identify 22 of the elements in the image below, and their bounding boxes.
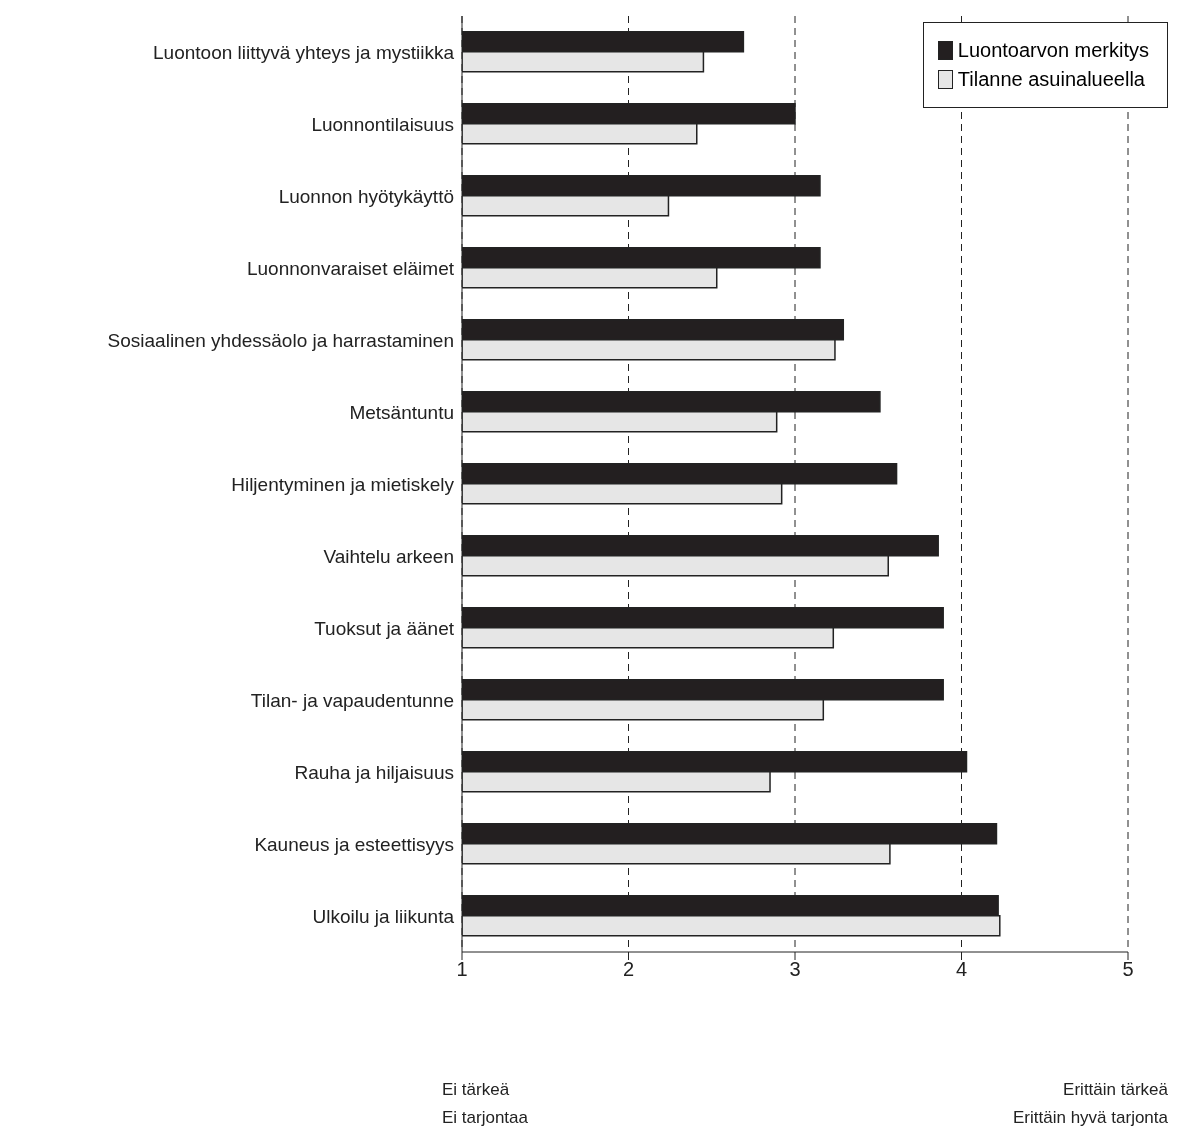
legend-label: Luontoarvon merkitys — [957, 39, 1149, 62]
y-tick-label: Luontoon liittyvä yhteys ja mystiikka — [153, 41, 455, 63]
y-tick-label: Hiljentyminen ja mietiskely — [231, 473, 455, 495]
y-tick-label: Sosiaalinen yhdessäolo ja harrastaminen — [107, 329, 454, 351]
y-tick-label: Tilan- ja vapaudentunne — [250, 689, 454, 711]
x-tick-label: 1 — [456, 958, 468, 981]
y-tick-label: Tuoksut ja äänet — [314, 617, 455, 639]
text: Ei tärkeä Ei tarjontaa — [442, 1079, 528, 1129]
x-tick-label: 2 — [622, 958, 635, 981]
y-tick-label: Kauneus ja esteettisyys — [254, 833, 454, 855]
y-tick-label: Vaihtelu arkeen — [323, 545, 454, 567]
x-tick-label: 5 — [1122, 958, 1134, 981]
y-tick-label: Luonnonvaraiset eläimet — [246, 257, 455, 279]
y-tick-label: Luonnon hyötykäyttö — [278, 185, 454, 207]
y-tick-label: Ulkoilu ja liikunta — [312, 905, 455, 927]
x-tick-label: 3 — [789, 958, 801, 981]
text: Erittäin tärkeä Erittäin hyvä tarjonta — [1013, 1079, 1168, 1129]
x-tick-label: 4 — [955, 958, 968, 981]
y-tick-label: Rauha ja hiljaisuus — [294, 761, 454, 783]
y-tick-label: Luonnontilaisuus — [311, 113, 454, 135]
y-tick-label: Metsäntuntu — [349, 401, 454, 423]
legend-label: Tilanne asuinalueella — [957, 68, 1145, 91]
